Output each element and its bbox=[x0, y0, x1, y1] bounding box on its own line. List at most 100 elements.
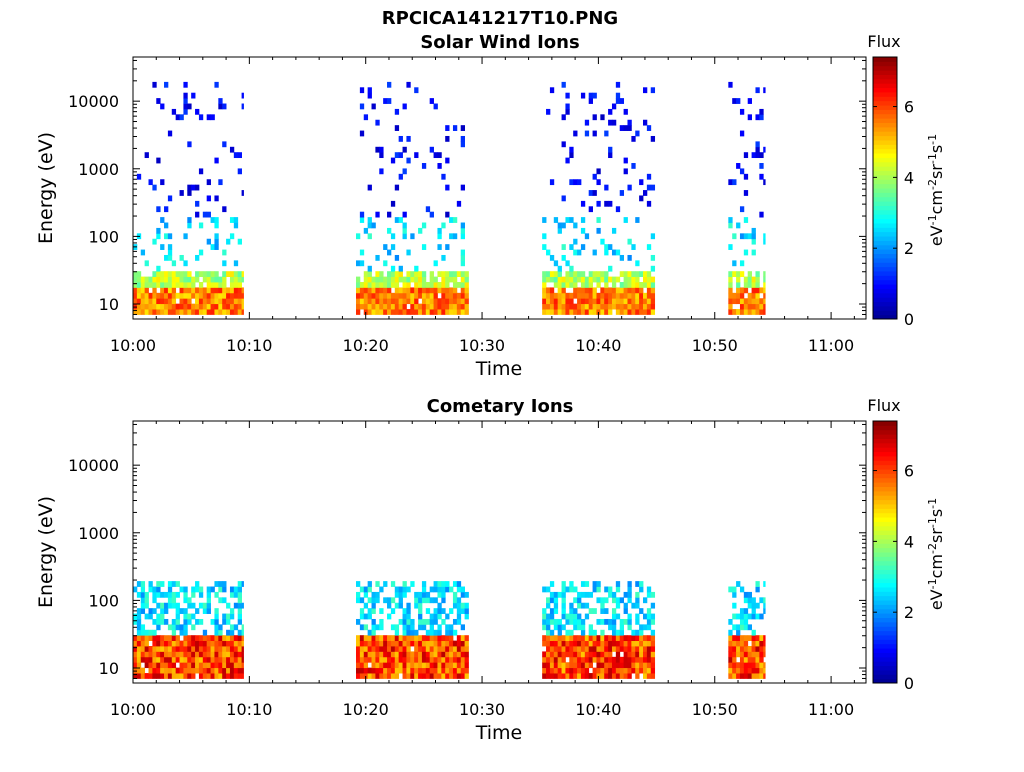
spectrogram-cell bbox=[202, 635, 208, 642]
spectrogram-cell bbox=[210, 586, 215, 593]
spectrogram-cell bbox=[596, 673, 601, 679]
spectrogram-cell bbox=[736, 640, 741, 647]
spectrogram-cell bbox=[646, 244, 652, 250]
spectrogram-cell bbox=[553, 597, 559, 604]
y-tick-label: 100 bbox=[88, 227, 119, 246]
spectrogram-cell bbox=[390, 662, 396, 669]
spectrogram-cell bbox=[429, 298, 434, 305]
spectrogram-cell bbox=[592, 173, 597, 180]
spectrogram-cell bbox=[429, 287, 434, 294]
spectrogram-cell bbox=[573, 640, 578, 647]
spectrogram-cell bbox=[371, 292, 376, 299]
spectrogram-cell bbox=[728, 287, 733, 294]
spectrogram-cell bbox=[759, 646, 764, 652]
spectrogram-cell bbox=[604, 662, 609, 669]
spectrogram-cell bbox=[160, 103, 165, 110]
spectrogram-cell bbox=[367, 282, 372, 288]
spectrogram-cell bbox=[759, 640, 764, 647]
spectrogram-cell bbox=[160, 618, 165, 625]
spectrogram-cell bbox=[600, 662, 605, 669]
spectrogram-cell bbox=[218, 651, 223, 658]
spectrogram-cell bbox=[615, 673, 621, 679]
spectrogram-cell bbox=[611, 119, 617, 126]
spectrogram-cell bbox=[646, 673, 652, 679]
spectrogram-cell bbox=[452, 282, 458, 288]
spectrogram-cell bbox=[187, 184, 192, 191]
spectrogram-cell bbox=[198, 586, 204, 593]
spectrogram-cell bbox=[736, 309, 741, 315]
spectrogram-cell bbox=[187, 292, 192, 299]
spectrogram-cell bbox=[561, 613, 566, 620]
colorbar-segment bbox=[873, 556, 897, 562]
spectrogram-cell bbox=[418, 667, 423, 674]
spectrogram-cell bbox=[140, 667, 146, 674]
spectrogram-cell bbox=[728, 586, 733, 593]
spectrogram-cell bbox=[639, 271, 644, 278]
spectrogram-cell bbox=[175, 271, 180, 278]
spectrogram-cell bbox=[418, 656, 423, 663]
spectrogram-cell bbox=[191, 591, 196, 598]
spectrogram-cell bbox=[406, 618, 411, 625]
spectrogram-cell bbox=[646, 271, 652, 278]
spectrogram-cell bbox=[218, 656, 223, 663]
spectrogram-cell bbox=[573, 651, 578, 658]
spectrogram-cell bbox=[237, 238, 242, 245]
spectrogram-cell bbox=[425, 667, 431, 674]
spectrogram-cell bbox=[646, 656, 652, 663]
spectrogram-cell bbox=[198, 222, 204, 229]
spectrogram-cell bbox=[573, 271, 578, 278]
colorbar-segment bbox=[873, 209, 897, 215]
spectrogram-cell bbox=[425, 662, 431, 669]
spectrogram-cell bbox=[218, 597, 223, 604]
spectrogram-cell bbox=[573, 608, 578, 614]
spectrogram-cell bbox=[383, 640, 388, 647]
spectrogram-cell bbox=[619, 635, 625, 642]
spectrogram-cell bbox=[394, 271, 400, 278]
spectrogram-cell bbox=[183, 309, 188, 315]
spectrogram-cell bbox=[148, 629, 153, 636]
spectrogram-cell bbox=[383, 292, 388, 299]
spectrogram-cell bbox=[546, 309, 551, 315]
spectrogram-cell bbox=[569, 640, 574, 647]
spectrogram-cell bbox=[171, 646, 177, 652]
spectrogram-cell bbox=[565, 103, 570, 110]
spectrogram-cell bbox=[449, 667, 454, 674]
colorbar-segment bbox=[873, 118, 897, 123]
spectrogram-cell bbox=[635, 591, 640, 598]
spectrogram-cell bbox=[206, 635, 211, 642]
colorbar-segment bbox=[873, 275, 897, 281]
spectrogram-cell bbox=[140, 309, 146, 315]
spectrogram-cells bbox=[133, 581, 766, 679]
spectrogram-cell bbox=[406, 271, 411, 278]
spectrogram-cell bbox=[406, 309, 411, 315]
spectrogram-cell bbox=[561, 673, 566, 679]
spectrogram-cell bbox=[751, 629, 756, 636]
spectrogram-cell bbox=[206, 640, 211, 647]
spectrogram-cell bbox=[144, 152, 149, 159]
spectrogram-cell bbox=[218, 673, 223, 679]
spectrogram-cell bbox=[164, 282, 169, 288]
spectrogram-cell bbox=[429, 624, 434, 631]
spectrogram-cell bbox=[202, 271, 208, 278]
spectrogram-cell bbox=[460, 656, 465, 663]
spectrogram-cell bbox=[561, 651, 566, 658]
spectrogram-cell bbox=[751, 152, 756, 159]
colorbar-segment bbox=[873, 477, 897, 483]
spectrogram-cell bbox=[635, 292, 640, 299]
spectrogram-cell bbox=[584, 581, 590, 587]
spectrogram-cell bbox=[565, 309, 570, 315]
spectrogram-cell bbox=[650, 135, 656, 142]
spectrogram-cell bbox=[433, 103, 438, 110]
spectrogram-cell bbox=[584, 303, 590, 310]
spectrogram-cell bbox=[437, 629, 442, 636]
spectrogram-cell bbox=[241, 271, 244, 278]
y-axis-label: Energy (eV) bbox=[35, 132, 57, 244]
spectrogram-cell bbox=[569, 629, 574, 636]
spectrogram-cell bbox=[140, 608, 146, 614]
spectrogram-cell bbox=[241, 287, 244, 294]
spectrogram-cell bbox=[402, 591, 407, 598]
spectrogram-cell bbox=[569, 602, 574, 609]
colorbar-segment bbox=[873, 665, 897, 671]
spectrogram-cell bbox=[418, 303, 423, 310]
spectrogram-cell bbox=[226, 667, 231, 674]
